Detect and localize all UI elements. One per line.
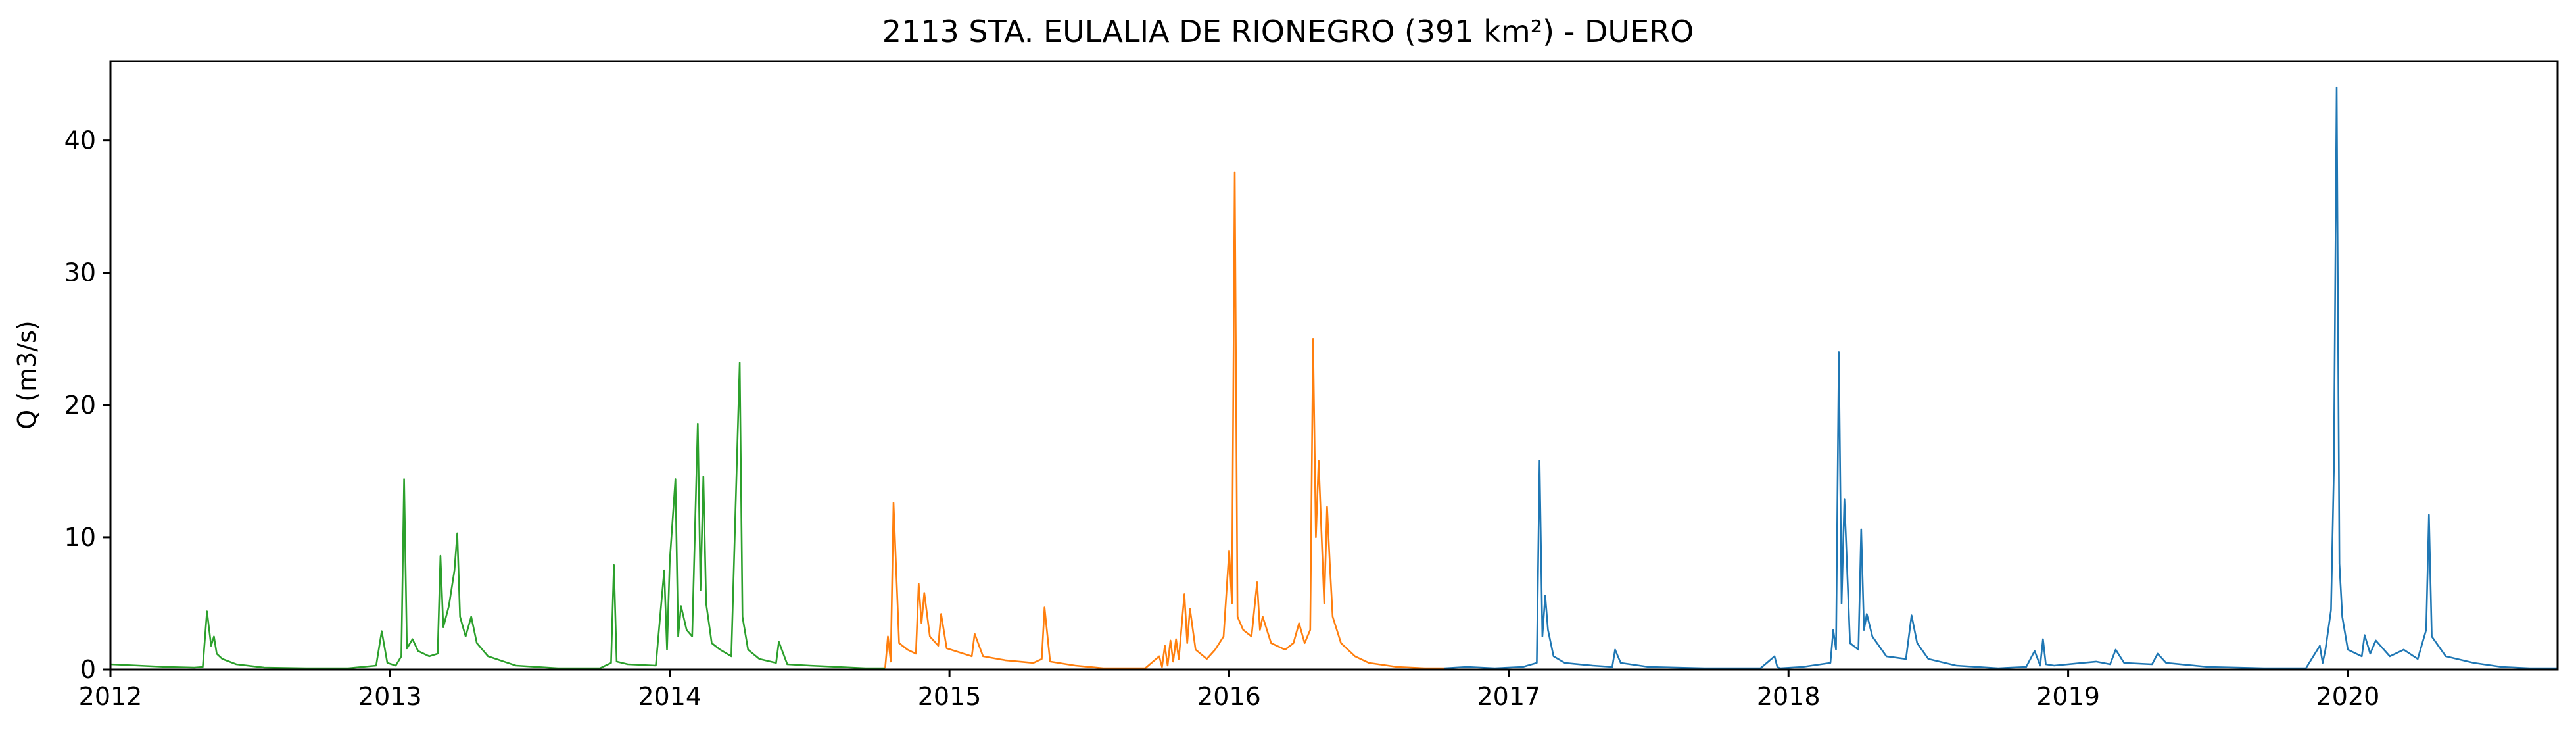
x-tick-label: 2015: [918, 682, 982, 711]
y-axis: 0 10 20 30 40: [64, 126, 110, 684]
series-line-3: [1444, 86, 2558, 670]
chart-title: 2113 STA. EULALIA DE RIONEGRO (391 km²) …: [882, 14, 1694, 49]
series-line-1: [110, 362, 886, 670]
x-tick-label: 2012: [79, 682, 143, 711]
y-tick-label: 40: [64, 126, 96, 155]
x-tick-label: 2019: [2036, 682, 2100, 711]
series-layer: [110, 86, 2558, 670]
y-tick-label: 20: [64, 391, 96, 420]
series-line-2: [884, 171, 1444, 670]
y-tick-label: 30: [64, 258, 96, 287]
x-tick-label: 2018: [1757, 682, 1821, 711]
plot-frame: [109, 60, 2559, 671]
y-axis-label: Q (m3/s): [12, 320, 41, 429]
x-tick-label: 2020: [2316, 682, 2380, 711]
x-tick-label: 2016: [1197, 682, 1261, 711]
x-tick-label: 2014: [638, 682, 702, 711]
x-tick-label: 2017: [1477, 682, 1540, 711]
x-tick-label: 2013: [358, 682, 422, 711]
plot-area: [109, 60, 2559, 671]
y-tick-label: 0: [80, 655, 96, 684]
y-tick-label: 10: [64, 523, 96, 552]
x-axis: 2012 2013 2014 2015 2016 2017 2018 2019 2020: [79, 670, 2380, 711]
